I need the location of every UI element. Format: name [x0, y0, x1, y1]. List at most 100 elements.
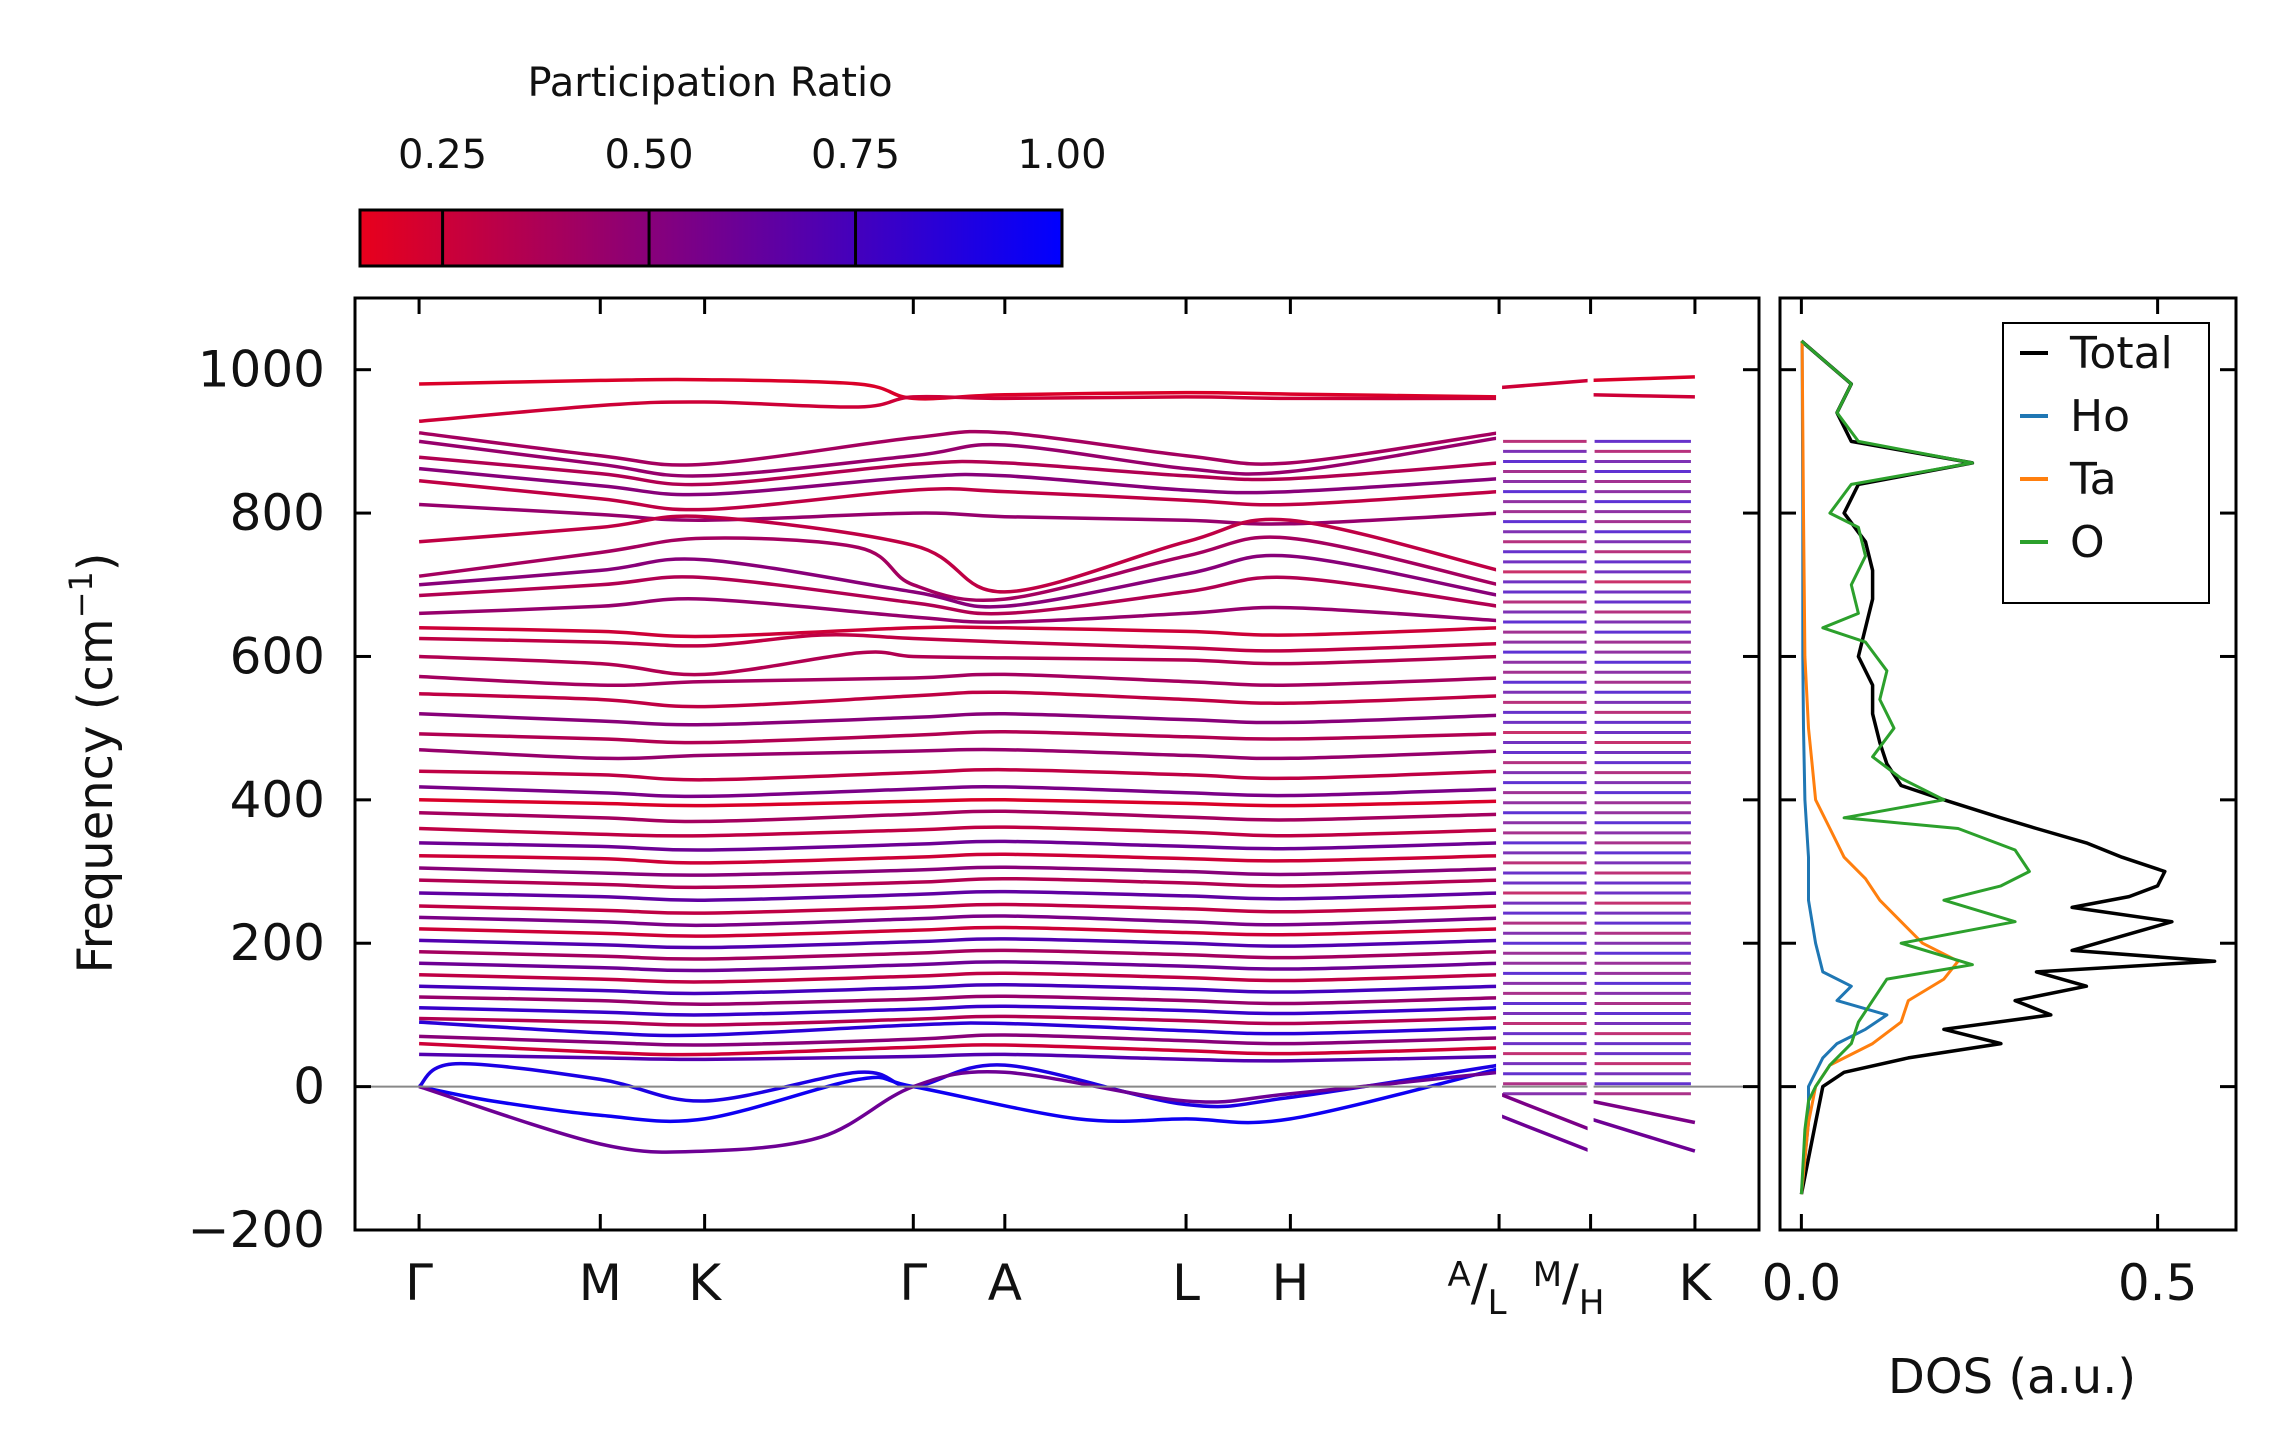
colorbar-ticks: 0.25 0.50 0.75 1.00 — [398, 132, 1107, 266]
phonon-band — [418, 1070, 1500, 1154]
legend-label-o: O — [2070, 517, 2105, 568]
k-tick-label: K — [1679, 1254, 1713, 1312]
frequency-axis-label: Frequency (cm−1) — [62, 552, 124, 973]
phonon-band — [419, 876, 1500, 890]
band-axes-frame — [353, 296, 1761, 1232]
phonon-band — [1498, 1113, 1592, 1153]
phonon-band — [418, 436, 1500, 478]
k-tick-label: A — [988, 1254, 1022, 1312]
dos-axis-label: DOS (a.u.) — [1888, 1349, 2136, 1405]
phonon-band — [418, 514, 1500, 594]
phonon-band — [419, 865, 1500, 877]
phonon-band — [418, 1066, 1500, 1125]
phonon-band — [419, 809, 1500, 824]
dos-axes-frame — [1778, 296, 2238, 1232]
y-tick-label: 0 — [293, 1058, 325, 1116]
phonon-band — [419, 784, 1500, 799]
phonon-band — [418, 455, 1500, 487]
y-tick-label: 1000 — [198, 341, 325, 399]
nonanalytic-mesh — [1503, 439, 1691, 1096]
phonon-band — [1498, 378, 1591, 390]
colorbar-tick-label: 1.00 — [1017, 132, 1106, 178]
dos-axis: 0.0 0.5 — [1762, 298, 2197, 1312]
phonon-band — [419, 889, 1500, 902]
phonon-band — [419, 960, 1500, 973]
legend-label-ho: Ho — [2070, 391, 2130, 442]
phonon-band — [419, 502, 1500, 526]
phonon-band — [1590, 393, 1695, 399]
phonon-band — [419, 937, 1500, 950]
colorbar-tick-label: 0.75 — [811, 132, 900, 178]
phonon-band — [419, 1041, 1500, 1057]
phonon-band — [419, 597, 1500, 624]
phonon-band — [419, 729, 1500, 745]
kpath-axis: Γ M K Γ A L H A/L M/H K — [405, 298, 1713, 1323]
phonon-band — [419, 767, 1500, 782]
y-tick-label: 800 — [230, 484, 325, 542]
colorbar-tick-label: 0.25 — [398, 132, 487, 178]
phonon-band — [1590, 375, 1695, 383]
y-tick-label: 200 — [230, 914, 325, 972]
phonon-band — [419, 377, 1500, 401]
band-structure-panel: −200 0 200 400 600 800 1000 Γ M K Γ A L H A/L M/H K Fre… — [62, 296, 1761, 1323]
k-tick-label: H — [1272, 1254, 1310, 1312]
phonon-band — [419, 1052, 1500, 1063]
band-lines — [417, 375, 1696, 1154]
phonon-band — [1590, 1099, 1696, 1125]
phonon-band — [418, 1020, 1500, 1038]
colorbar: Participation Ratio 0.25 0.50 0.75 1.00 — [358, 60, 1107, 268]
phonon-band — [418, 575, 1500, 616]
phonon-band — [417, 1061, 1500, 1109]
phonon-band — [419, 633, 1500, 653]
phonon-band — [1590, 1117, 1696, 1153]
phonon-band — [419, 852, 1500, 865]
phonon-band — [419, 948, 1500, 961]
k-tick-label: K — [688, 1254, 722, 1312]
dos-lines — [1799, 339, 2217, 1195]
phonon-band — [419, 825, 1500, 838]
phonon-band — [418, 466, 1500, 497]
phonon-band — [419, 994, 1500, 1006]
k-tick-label: M — [579, 1254, 622, 1312]
phonon-band — [419, 712, 1500, 727]
y-tick-label: 600 — [230, 627, 325, 685]
legend-frame — [2002, 322, 2210, 604]
dos-series-ta — [1799, 340, 1960, 1195]
frequency-axis: −200 0 200 400 600 800 1000 — [188, 341, 1759, 1259]
phonon-band — [419, 971, 1500, 984]
y-tick-label: 400 — [230, 771, 325, 829]
kpath-dividers — [1496, 298, 1594, 1230]
phonon-band — [418, 479, 1500, 512]
colorbar-title: Participation Ratio — [527, 60, 892, 106]
phonon-band — [419, 690, 1500, 709]
legend-label-ta: Ta — [2069, 454, 2117, 505]
phonon-band — [419, 1033, 1500, 1047]
phonon-band — [419, 672, 1500, 687]
dos-series-ho — [1799, 340, 1889, 1195]
phonon-band — [419, 839, 1500, 852]
dos-frequency-ticks — [1780, 368, 2236, 1232]
dos-panel: 0.0 0.5 DOS (a.u.) Total Ho Ta O — [1762, 296, 2238, 1405]
dos-x-tick-label: 0.0 — [1762, 1254, 1842, 1312]
phonon-band — [419, 797, 1500, 808]
phonon-band — [419, 747, 1500, 761]
y-tick-label: −200 — [188, 1201, 325, 1259]
k-tick-label: A/L — [1448, 1254, 1507, 1323]
k-tick-label: M/H — [1533, 1254, 1605, 1323]
k-tick-label: Γ — [405, 1254, 433, 1312]
colorbar-gradient — [358, 208, 1064, 268]
phonon-band — [418, 535, 1500, 603]
dos-legend: Total Ho Ta O — [2002, 322, 2210, 604]
phonon-band — [1498, 1092, 1592, 1132]
phonon-band — [419, 925, 1500, 938]
colorbar-tick-label: 0.50 — [605, 132, 694, 178]
k-tick-label: L — [1172, 1254, 1200, 1312]
phonon-band — [419, 902, 1500, 915]
legend-label-total: Total — [2069, 328, 2173, 379]
phonon-band — [418, 429, 1500, 467]
phonon-band — [419, 650, 1500, 677]
dos-series-o — [1799, 339, 2031, 1195]
phonon-band — [418, 553, 1500, 609]
phonon-band — [419, 1004, 1500, 1017]
